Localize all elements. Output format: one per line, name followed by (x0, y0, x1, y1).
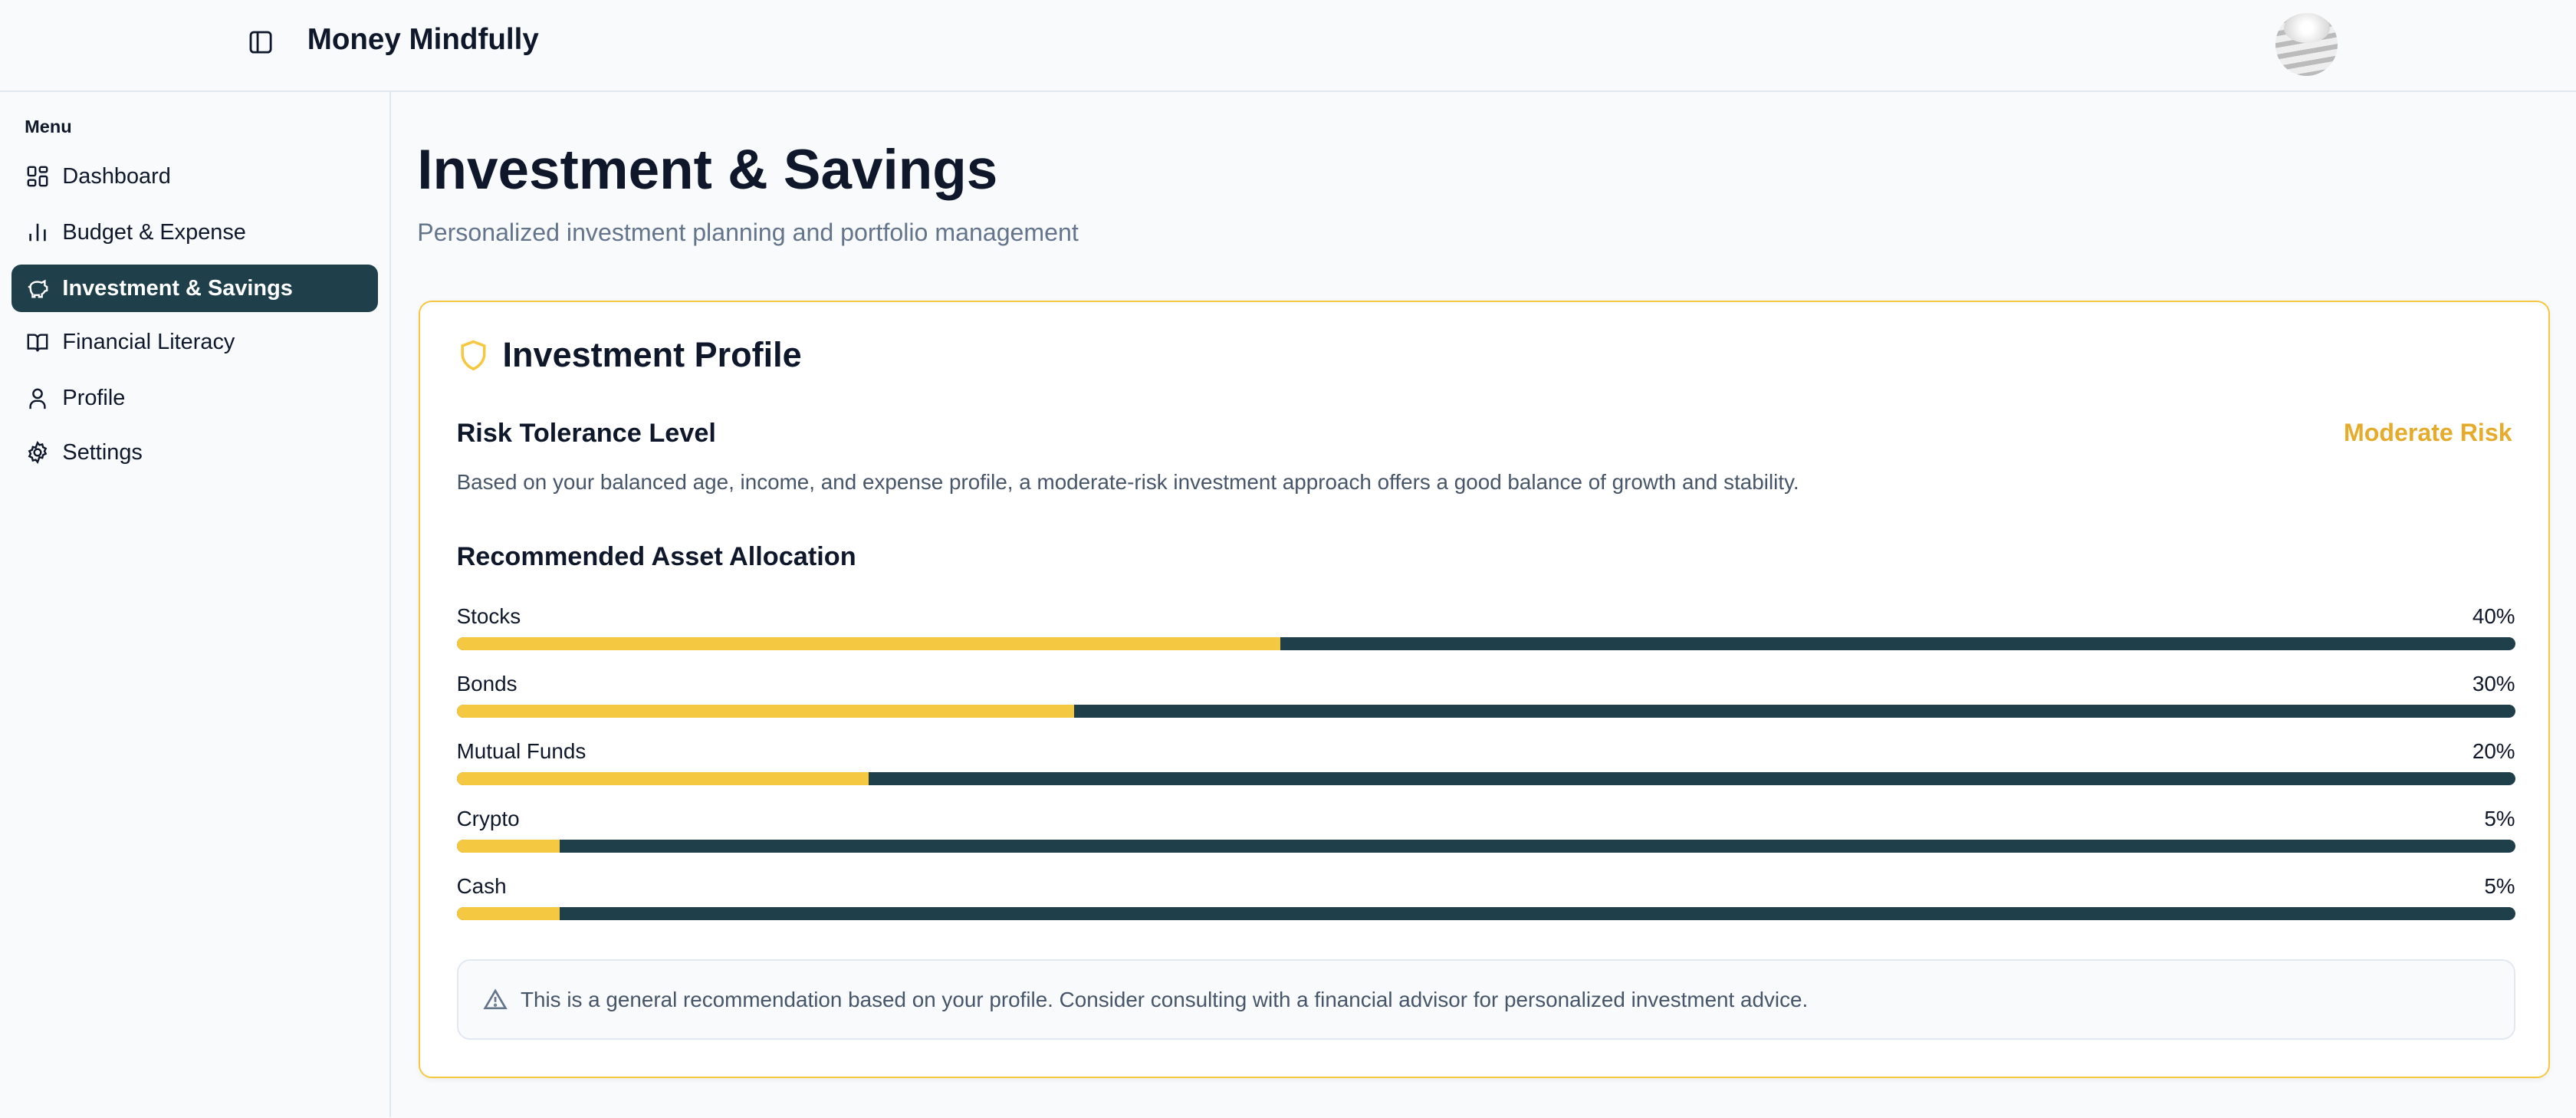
allocation-percent: 5% (2484, 806, 2515, 830)
sidebar-item-financial-literacy[interactable]: Financial Literacy (12, 319, 378, 367)
app-title: Money Mindfully (307, 23, 539, 56)
sidebar-item-label: Financial Literacy (62, 330, 235, 355)
book-icon (27, 334, 48, 352)
warning-icon (483, 988, 508, 1009)
piggy-bank-icon (28, 279, 48, 298)
allocation-bar (456, 839, 2515, 853)
allocation-bar (456, 705, 2515, 718)
risk-heading: Risk Tolerance Level (456, 419, 716, 449)
sidebar-item-label: Investment & Savings (62, 275, 293, 301)
allocation-label: Cash (456, 873, 507, 898)
allocation-bar-fill (456, 637, 1280, 651)
allocation-bar-fill (456, 705, 1075, 718)
page-subtitle: Personalized investment planning and por… (417, 219, 1079, 246)
allocation-label: Crypto (456, 806, 520, 830)
allocation-row: Cash 5% (456, 873, 2515, 930)
user-icon (29, 388, 46, 409)
allocation-label: Mutual Funds (456, 739, 586, 764)
allocation-row: Stocks 40% (456, 604, 2515, 660)
allocation-bar (456, 906, 2515, 920)
disclaimer-text: This is a general recommendation based o… (520, 987, 1809, 1011)
allocation-percent: 30% (2472, 672, 2515, 696)
allocation-bar (456, 771, 2515, 786)
sidebar-item-dashboard[interactable]: Dashboard (12, 153, 378, 200)
avatar[interactable] (2275, 13, 2338, 76)
sidebar-item-budget[interactable]: Budget & Expense (12, 209, 378, 256)
shield-icon (460, 340, 486, 370)
risk-level-badge: Moderate Risk (2343, 419, 2512, 447)
allocation-bar-fill (456, 771, 869, 786)
sidebar-item-label: Profile (62, 386, 126, 411)
card-title: Investment Profile (502, 334, 802, 374)
sidebar-item-settings[interactable]: Settings (12, 429, 378, 476)
disclaimer-notice: This is a general recommendation based o… (456, 959, 2515, 1041)
allocation-percent: 5% (2484, 873, 2515, 898)
menu-label: Menu (25, 117, 72, 137)
sidebar-item-label: Settings (62, 439, 143, 465)
allocation-row: Bonds 30% (456, 672, 2515, 728)
sidebar-item-investment[interactable]: Investment & Savings (12, 265, 378, 313)
sidebar: Menu Dashboard Budget & Expense Investme… (0, 92, 391, 1118)
risk-description: Based on your balanced age, income, and … (456, 469, 1799, 494)
sidebar-toggle-icon[interactable] (248, 30, 273, 54)
bar-chart-icon (29, 223, 46, 242)
allocation-percent: 40% (2472, 604, 2515, 629)
allocation-label: Stocks (456, 604, 521, 629)
sidebar-item-profile[interactable]: Profile (12, 375, 378, 423)
allocation-label: Bonds (456, 672, 518, 696)
allocation-heading: Recommended Asset Allocation (456, 541, 856, 571)
gear-icon (28, 441, 48, 465)
allocation-percent: 20% (2472, 739, 2515, 764)
allocation-bar (456, 637, 2515, 651)
page-title: Investment & Savings (417, 139, 998, 201)
allocation-row: Crypto 5% (456, 806, 2515, 863)
investment-profile-card: Investment Profile Risk Tolerance Level … (419, 301, 2550, 1078)
allocation-row: Mutual Funds 20% (456, 739, 2515, 795)
top-header: Money Mindfully (0, 0, 2576, 92)
sidebar-item-label: Dashboard (62, 163, 171, 189)
allocation-bar-fill (456, 906, 560, 920)
sidebar-item-label: Budget & Expense (62, 219, 246, 245)
dashboard-icon (27, 166, 48, 187)
allocation-bar-fill (456, 839, 560, 853)
